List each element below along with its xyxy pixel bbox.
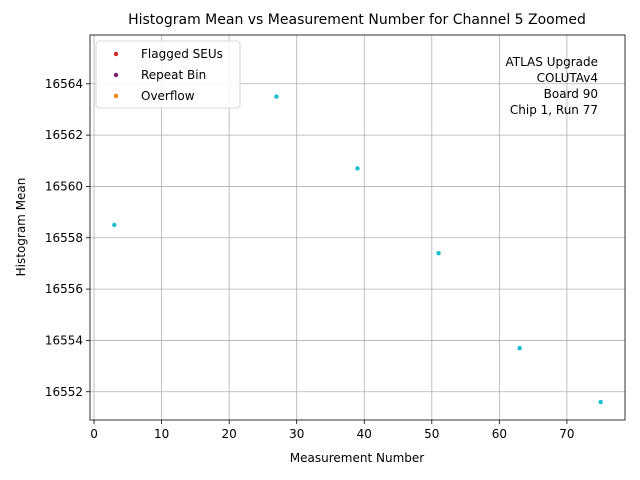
x-tick-label: 60 <box>492 427 507 441</box>
y-tick-label: 16556 <box>45 282 83 296</box>
data-point <box>274 94 279 99</box>
x-tick-label: 10 <box>154 427 169 441</box>
x-tick-label: 50 <box>424 427 439 441</box>
y-axis-label: Histogram Mean <box>14 178 28 277</box>
y-tick-label: 16558 <box>45 231 83 245</box>
annotation-line: Chip 1, Run 77 <box>510 103 598 117</box>
x-axis-label: Measurement Number <box>290 451 424 465</box>
data-point <box>517 345 522 351</box>
x-tick-label: 70 <box>559 427 574 441</box>
data-point <box>112 222 117 228</box>
x-tick-label: 40 <box>357 427 372 441</box>
legend-label: Repeat Bin <box>141 68 206 82</box>
legend-label: Flagged SEUs <box>141 47 223 61</box>
annotation-line: COLUTAv4 <box>537 71 598 85</box>
x-tick-label: 20 <box>222 427 237 441</box>
y-tick-label: 16562 <box>45 128 83 142</box>
legend: Flagged SEUs Repeat Bin Overflow <box>95 40 241 109</box>
data-point <box>598 399 603 405</box>
legend-marker <box>113 93 119 99</box>
y-tick-label: 16560 <box>45 179 83 193</box>
annotation-line: ATLAS Upgrade <box>505 55 598 69</box>
annotation-box: ATLAS Upgrade COLUTAv4 Board 90 Chip 1, Run… <box>505 55 598 117</box>
axes-frame <box>89 34 626 421</box>
legend-box <box>95 40 241 109</box>
chart-title: Histogram Mean vs Measurement Number for… <box>128 12 586 28</box>
data-point <box>436 250 441 256</box>
annotation-line: Board 90 <box>544 87 598 101</box>
y-tick-label: 16564 <box>45 77 83 91</box>
plot-area: 0 10 20 30 40 50 60 70 16552 16554 16556 16558 16560… <box>45 34 626 441</box>
y-tick-label: 16552 <box>45 385 83 399</box>
data-point <box>355 166 360 171</box>
x-tick-label: 30 <box>289 427 304 441</box>
legend-label: Overflow <box>141 89 195 103</box>
y-tick-label: 16554 <box>45 333 83 347</box>
legend-marker <box>113 72 119 78</box>
legend-marker <box>113 51 119 57</box>
x-tick-label: 0 <box>90 427 98 441</box>
